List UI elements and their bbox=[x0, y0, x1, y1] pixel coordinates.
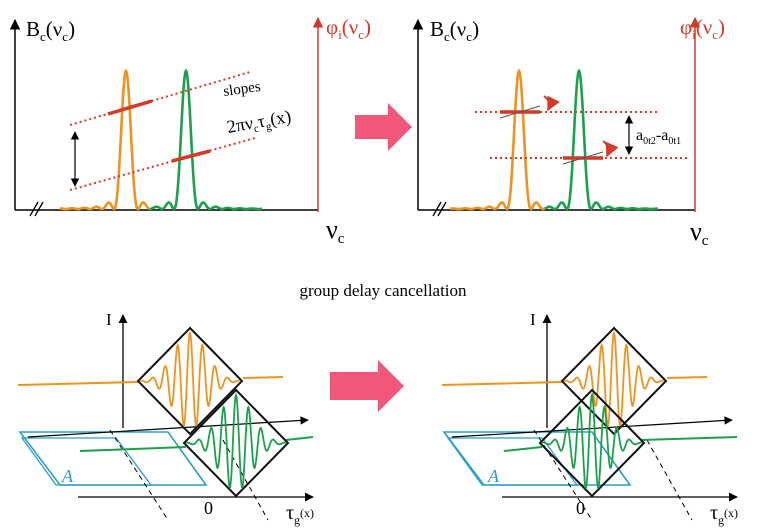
orange-fringe-packet bbox=[139, 330, 241, 427]
caption: group delay cancellation bbox=[299, 281, 467, 300]
orange-baseline-left bbox=[441, 381, 563, 386]
zero-label: 0 bbox=[204, 498, 213, 518]
slope-formula: 2πνcτg(x) bbox=[225, 106, 293, 140]
orange-baseline-left bbox=[17, 381, 139, 386]
green-fringe-packet bbox=[541, 392, 643, 489]
region-label: A bbox=[61, 466, 74, 486]
region-a bbox=[18, 431, 208, 486]
y-axis-label: Bc(νc) bbox=[26, 17, 75, 44]
green-spectrum bbox=[150, 68, 263, 211]
orange-baseline-right bbox=[242, 376, 284, 379]
axis-break-2 bbox=[437, 201, 447, 217]
dashed-diagonal-2 bbox=[646, 439, 693, 521]
phase-axis-label: φi(νc) bbox=[680, 15, 725, 42]
panel-top-left: Bc(νc) φi(νc) νc slopes 2πνcτg(x) bbox=[9, 15, 371, 247]
green-fringe-packet bbox=[185, 392, 287, 489]
intensity-label: I bbox=[106, 310, 112, 329]
green-baseline-right bbox=[285, 436, 314, 441]
orange-spectrum bbox=[60, 68, 151, 211]
transition-arrow-top bbox=[355, 103, 412, 151]
tau-label: τg(x) bbox=[286, 502, 314, 527]
rotated-slope-orange bbox=[499, 105, 541, 119]
green-packet-frame bbox=[538, 388, 646, 498]
transition-arrow-bottom bbox=[330, 360, 404, 412]
slope-line-lower bbox=[69, 137, 256, 191]
axis-break-1 bbox=[29, 201, 39, 217]
zero-label: 0 bbox=[576, 498, 585, 518]
offset-label: a0t2-a0t1 bbox=[636, 127, 681, 147]
orange-packet-frame bbox=[136, 326, 244, 436]
green-spectrum bbox=[544, 68, 658, 211]
axis-line-back bbox=[451, 416, 733, 438]
orange-packet-frame bbox=[560, 326, 668, 436]
rotation-arrow-lower bbox=[602, 140, 619, 158]
y-axis-label: Bc(νc) bbox=[430, 17, 479, 44]
panel-bottom-left: I A 0 τg(x) bbox=[17, 310, 314, 527]
x-axis-label: νc bbox=[326, 215, 345, 247]
axis-break-2 bbox=[34, 201, 44, 217]
dashed-diagonal-1 bbox=[109, 429, 169, 521]
green-baseline-right bbox=[641, 436, 738, 441]
x-axis-label: νc bbox=[690, 217, 709, 249]
rotation-arrow-upper bbox=[543, 95, 560, 112]
green-baseline-left bbox=[79, 446, 187, 452]
phase-axis-label: φi(νc) bbox=[326, 15, 371, 42]
intensity-label: I bbox=[530, 310, 536, 329]
axis-break-1 bbox=[432, 201, 442, 217]
panel-bottom-right: I A 0 τg(x) bbox=[441, 310, 738, 527]
orange-spectrum bbox=[449, 68, 546, 211]
slope-segment-orange bbox=[107, 99, 153, 116]
slopes-label: slopes bbox=[222, 79, 262, 100]
slope-segment-green bbox=[171, 149, 211, 163]
orange-fringe-packet bbox=[563, 330, 665, 427]
green-packet-frame bbox=[182, 388, 290, 498]
green-baseline-left bbox=[503, 446, 543, 452]
orange-baseline-right bbox=[666, 376, 708, 379]
dashed-diagonal-2 bbox=[222, 439, 269, 521]
axis-line-back bbox=[27, 416, 309, 438]
tau-label: τg(x) bbox=[710, 502, 738, 527]
panel-top-right: Bc(νc) φi(νc) νc a0t2-a0t1 bbox=[412, 15, 725, 249]
region-a-inner bbox=[20, 437, 153, 486]
region-label: A bbox=[487, 466, 500, 486]
region-a-inner bbox=[446, 437, 579, 486]
rotated-slope-green bbox=[562, 151, 604, 165]
slope-line-upper bbox=[69, 71, 251, 126]
